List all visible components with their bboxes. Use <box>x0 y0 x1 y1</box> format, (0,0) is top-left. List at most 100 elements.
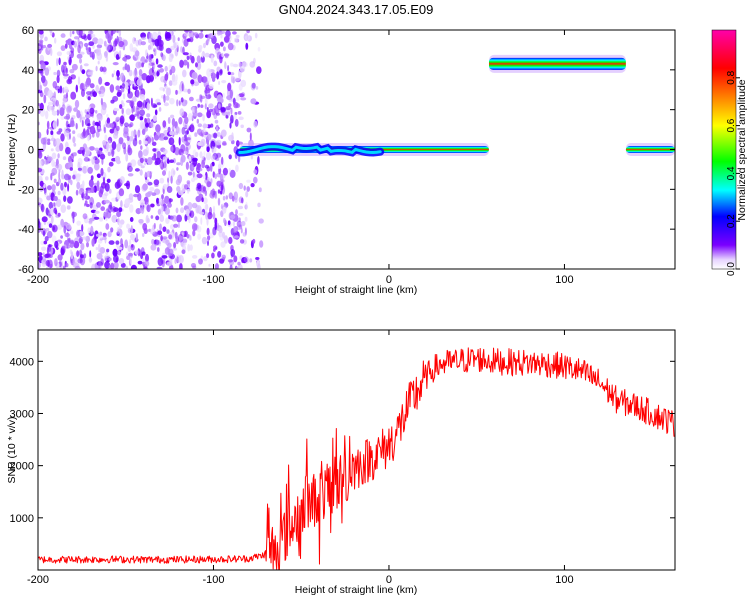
heatmap-cell <box>51 167 58 176</box>
heatmap-cell <box>47 104 51 112</box>
heatmap-cell <box>202 128 206 136</box>
heatmap-cell <box>60 182 64 191</box>
heatmap-cell <box>81 69 86 75</box>
heatmap-cell <box>240 97 247 101</box>
heatmap-cell <box>139 109 146 116</box>
heatmap-cell <box>91 89 96 95</box>
heatmap-cell <box>146 157 153 165</box>
heatmap-cell <box>131 105 134 114</box>
heatmap-cell <box>239 65 246 73</box>
heatmap-cell <box>104 81 110 86</box>
heatmap-cell <box>79 146 84 151</box>
heatmap-cell <box>186 137 191 141</box>
spectrogram-x-tick-label: -200 <box>27 274 49 286</box>
heatmap-cell <box>145 253 149 263</box>
heatmap-cell <box>230 249 236 257</box>
heatmap-cell <box>167 126 171 133</box>
heatmap-cell <box>139 116 144 121</box>
heatmap-cell <box>75 122 78 130</box>
heatmap-cell <box>232 31 237 35</box>
heatmap-cell <box>69 30 72 38</box>
heatmap-cell <box>155 157 161 165</box>
snr-y-ticks: 1000 2000 3000 4000 <box>10 356 675 525</box>
heatmap-cell <box>137 193 142 201</box>
heatmap-cell <box>86 203 90 208</box>
heatmap-cell <box>165 95 170 101</box>
heatmap-cell <box>167 157 170 164</box>
heatmap-cell <box>83 63 89 67</box>
snr-y-axis-label: SNR (10 * v/v) <box>6 416 18 483</box>
heatmap-cell <box>232 77 235 84</box>
heatmap-cell <box>137 260 143 265</box>
heatmap-cell <box>203 42 206 49</box>
heatmap-cell <box>143 227 148 234</box>
heatmap-cell <box>172 34 176 44</box>
heatmap-cell <box>165 87 171 96</box>
heatmap-cell <box>207 33 210 42</box>
heatmap-cell <box>138 69 143 77</box>
heatmap-cell <box>181 83 184 92</box>
heatmap-cell <box>170 168 175 178</box>
heatmap-cell <box>119 176 125 184</box>
heatmap-cell <box>137 129 141 138</box>
heatmap-cell <box>49 30 53 33</box>
heatmap-cell <box>245 201 248 210</box>
heatmap-cell <box>57 190 61 196</box>
heatmap-cell <box>180 207 185 214</box>
spectrogram-y-tick-label: 60 <box>22 25 34 37</box>
heatmap-cell <box>235 35 239 43</box>
heatmap-cell <box>68 43 73 50</box>
heatmap-cell <box>171 125 175 132</box>
heatmap-cell <box>46 230 53 239</box>
heatmap-cell <box>98 76 103 85</box>
heatmap-cell <box>48 244 52 252</box>
heatmap-cell <box>252 238 256 244</box>
heatmap-cell <box>40 137 47 145</box>
heatmap-cell <box>201 52 204 58</box>
heatmap-cell <box>43 240 48 245</box>
heatmap-cell <box>198 258 203 265</box>
heatmap-cell <box>39 54 45 63</box>
colorbar-tick-label: 0.0 <box>726 262 737 276</box>
heatmap-cell <box>108 240 115 245</box>
heatmap-cell <box>55 262 60 269</box>
heatmap-cell <box>95 65 98 72</box>
heatmap-cell <box>126 140 132 146</box>
heatmap-cell <box>88 41 95 47</box>
heatmap-cell <box>169 97 175 105</box>
heatmap-cell <box>116 70 120 77</box>
heatmap-cell <box>156 150 162 160</box>
heatmap-cell <box>190 79 195 85</box>
heatmap-cell <box>81 236 88 240</box>
heatmap-cell <box>129 204 134 213</box>
heatmap-cell <box>223 235 228 244</box>
heatmap-cell <box>253 176 258 184</box>
heatmap-cell <box>160 52 164 58</box>
heatmap-cell <box>111 148 115 157</box>
heatmap-cell <box>215 139 222 146</box>
heatmap-cell <box>163 102 169 107</box>
heatmap-cell <box>126 64 131 73</box>
heatmap-cell <box>42 136 49 145</box>
heatmap-cell <box>152 148 157 152</box>
heatmap-cell <box>212 171 215 178</box>
heatmap-cell <box>122 93 126 100</box>
heatmap-cell <box>48 223 53 228</box>
heatmap-cell <box>98 89 105 98</box>
heatmap-cell <box>87 108 91 112</box>
heatmap-cell <box>135 61 142 69</box>
heatmap-cell <box>103 124 106 132</box>
heatmap-cell <box>194 132 198 137</box>
heatmap-cell <box>96 252 103 260</box>
heatmap-cell <box>242 232 247 237</box>
heatmap-cell <box>196 182 202 190</box>
heatmap-cell <box>128 124 132 128</box>
heatmap-cell <box>175 178 181 186</box>
heatmap-cell <box>50 148 54 152</box>
heatmap-cell <box>63 61 67 66</box>
heatmap-cell <box>73 40 77 48</box>
heatmap-cell <box>182 150 188 155</box>
heatmap-cell <box>60 33 66 38</box>
heatmap-cell <box>202 186 206 192</box>
heatmap-cell <box>218 81 221 85</box>
